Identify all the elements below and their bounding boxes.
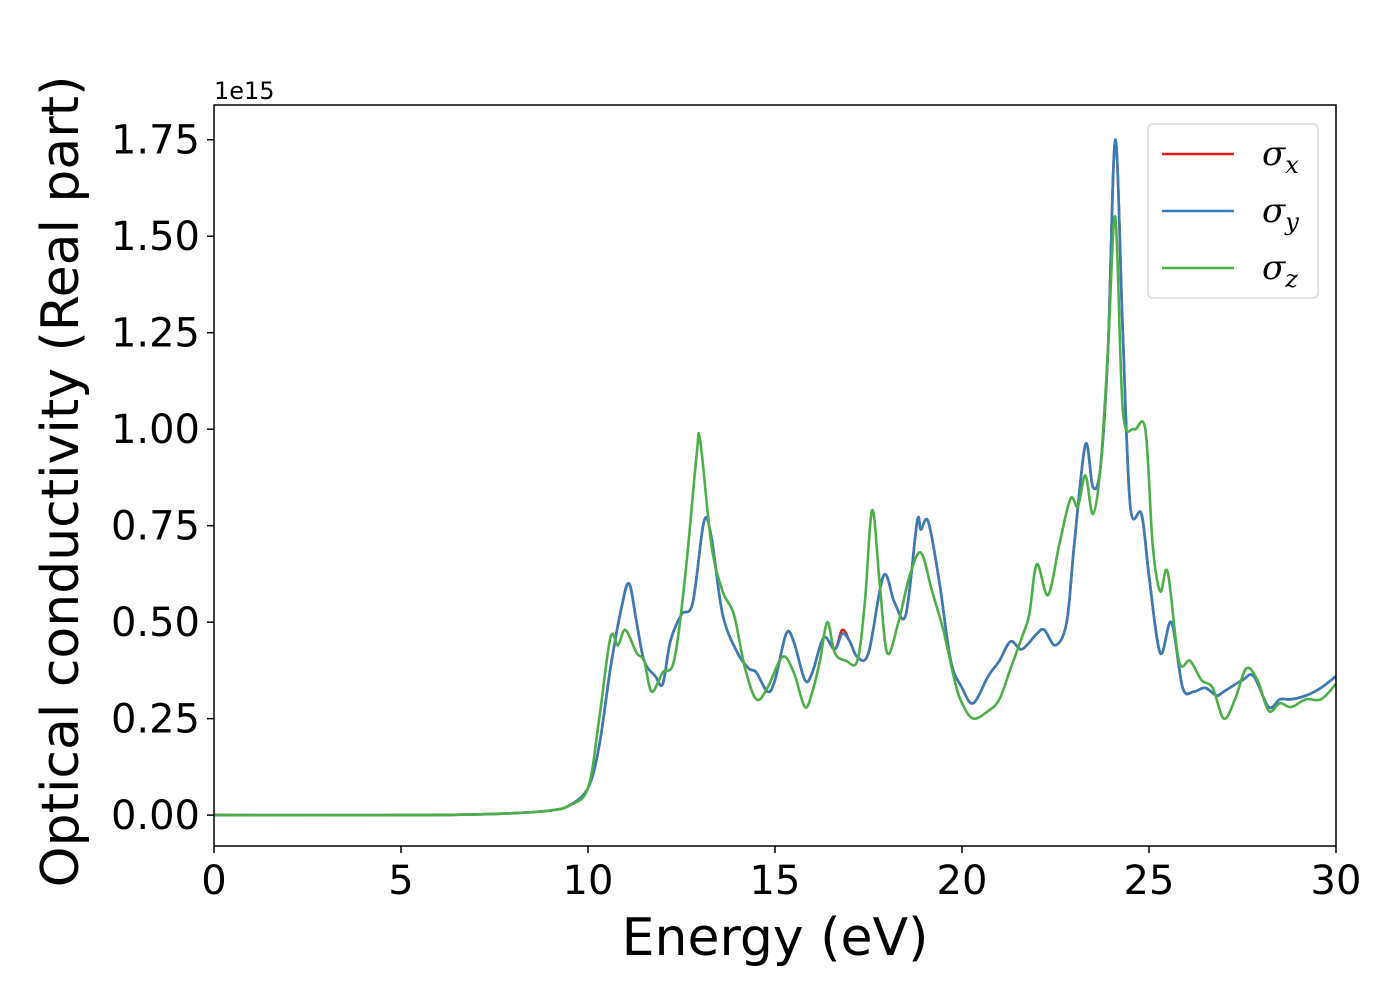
series-line-3 — [214, 215, 1336, 817]
legend-label-3: σz — [1262, 248, 1298, 293]
y-tick-label: 0.25 — [111, 697, 200, 743]
x-tick-label: 30 — [1311, 858, 1362, 904]
series-layer — [214, 138, 1336, 817]
y-tick-label: 0.00 — [111, 793, 200, 839]
x-axis-ticks: 0 5 10 15 20 25 30 — [201, 846, 1361, 904]
x-tick-label: 20 — [937, 858, 988, 904]
y-axis-ticks: 0.00 0.25 0.50 0.75 1.00 1.25 1.50 1.75 — [111, 118, 214, 839]
series-line-2 — [214, 138, 1336, 817]
legend: σx σy σz — [1147, 123, 1319, 299]
legend-label-1: σx — [1262, 134, 1299, 179]
x-tick-label: 5 — [388, 858, 413, 904]
x-tick-label: 25 — [1124, 858, 1175, 904]
x-tick-label: 0 — [201, 858, 226, 904]
y-axis-offset-label: 1e15 — [214, 77, 275, 105]
x-axis-label: Energy (eV) — [622, 908, 929, 968]
y-tick-label: 1.50 — [111, 214, 200, 260]
x-tick-label: 10 — [563, 858, 614, 904]
y-tick-label: 0.75 — [111, 504, 200, 550]
y-tick-label: 1.25 — [111, 311, 200, 357]
y-tick-label: 1.75 — [111, 118, 200, 164]
y-tick-label: 1.00 — [111, 407, 200, 453]
y-tick-label: 0.50 — [111, 600, 200, 646]
y-axis-label: Optical conductivity (Real part) — [31, 76, 91, 888]
x-tick-label: 15 — [750, 858, 801, 904]
legend-label-2: σy — [1262, 191, 1299, 236]
